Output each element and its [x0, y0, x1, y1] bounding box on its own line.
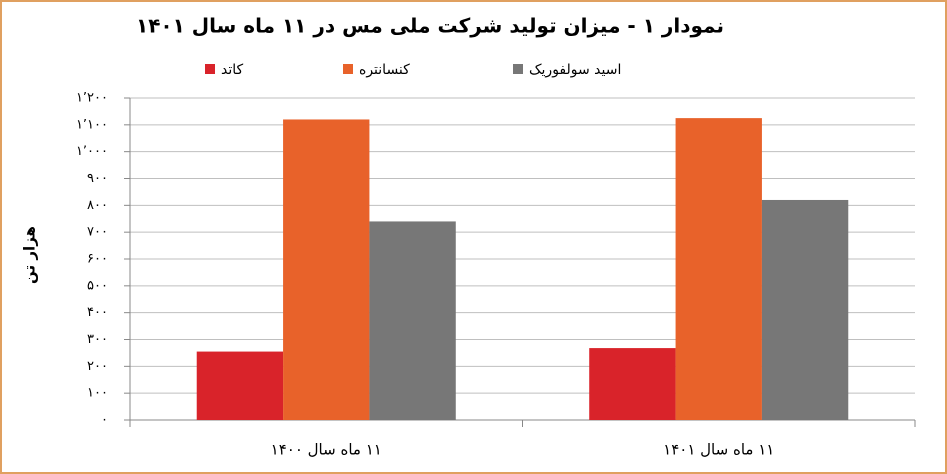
y-tick-label: ۳۰۰ [87, 332, 108, 347]
y-tick-label: ۲۰۰ [87, 359, 108, 374]
y-tick-label: ۷۰۰ [87, 225, 108, 240]
y-tick-label: ۶۰۰ [87, 252, 108, 267]
y-tick-label: ۵۰۰ [87, 278, 108, 293]
y-tick-label: ۱٬۱۰۰ [76, 117, 108, 132]
legend-swatch [513, 64, 523, 74]
bar [761, 199, 849, 420]
x-tick-label: ۱۱ ماه سال ۱۴۰۱ [663, 441, 774, 459]
bar [589, 348, 676, 420]
y-tick-label: ۰ [101, 413, 108, 428]
bar [196, 351, 284, 420]
y-tick-label: ۹۰۰ [87, 171, 108, 186]
bar [283, 119, 370, 420]
bar [369, 221, 456, 420]
y-tick-label: ۱٬۲۰۰ [76, 91, 108, 106]
bar [675, 118, 762, 420]
y-tick-label: ۱٬۰۰۰ [76, 144, 108, 159]
y-tick-label: ۱۰۰ [87, 386, 108, 401]
legend-swatch [343, 64, 353, 74]
legend-label: کاتد [221, 62, 244, 78]
x-tick-label: ۱۱ ماه سال ۱۴۰۰ [271, 441, 382, 459]
legend-label: کنسانتره [359, 62, 410, 78]
y-axis-label: هزار تن [21, 226, 39, 284]
legend-swatch [205, 64, 215, 74]
chart-title: نمودار ۱ - میزان تولید شرکت ملی مس در ۱۱… [136, 14, 724, 38]
y-tick-label: ۴۰۰ [87, 305, 108, 320]
y-tick-label: ۸۰۰ [87, 198, 108, 213]
legend-label: اسید سولفوریک [529, 62, 621, 78]
